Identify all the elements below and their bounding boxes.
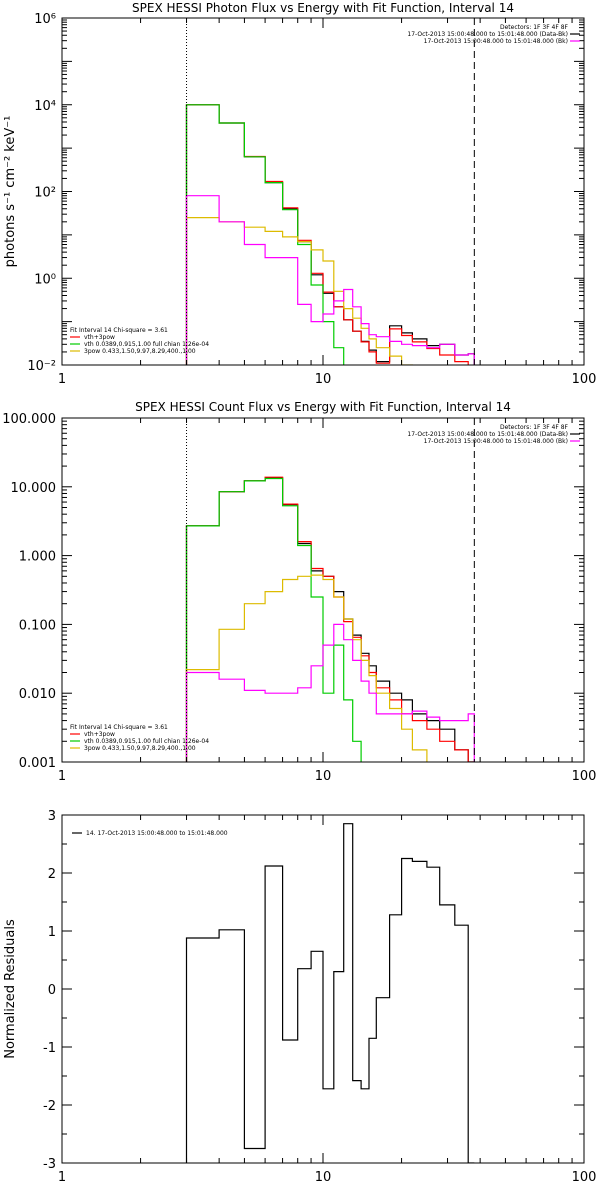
legend-text: Detectors: 1F 3F 4F 8F [500,424,569,431]
chart-title: SPEX HESSI Photon Flux vs Energy with Fi… [132,1,514,15]
y-tick-label: 1.000 [19,550,56,565]
chart-panel-2: SPEX HESSI Count Flux vs Energy with Fit… [2,400,596,1106]
y-tick-label: 1 [48,925,56,940]
x-tick-label: 1 [58,1170,66,1185]
y-tick-label: 3 [48,809,56,824]
chart-panel-3: 1 10 100 -3 -2 -1 0 1 2 3 Normalized Residuals 14. … [3,809,596,1185]
legend-text: vth 0.0389,0.915,1.00 full chian 1.26e-0… [84,341,209,348]
series-line-data-bk [187,105,475,365]
y-axis-label: photons s⁻¹ cm⁻² keV⁻¹ [3,116,18,268]
y-tick-label: 0.010 [19,687,56,702]
y-tick-label: 0 [48,983,56,998]
legend-text: 17-Oct-2013 15:00:48.000 to 15:01:48.000… [424,438,568,445]
legend-text: Fit Interval 14 Chi-square = 3.61 [70,327,168,334]
series-line-vth-3pow [187,105,475,367]
legend-text: Fit Interval 14 Chi-square = 3.61 [70,724,168,731]
chart-panel-1: SPEX HESSI Photon Flux vs Energy with Fi… [3,1,596,612]
series-group [187,824,475,1163]
series-line-14-17-oct-2013-15-00-48-000-to-15-01-48-000 [187,824,475,1163]
y-tick-label: 10⁰ [34,272,56,287]
x-tick-label: 100 [572,372,597,387]
legend-text: vth+3pow [84,731,115,738]
series-line-vth-3pow [187,477,475,762]
series-line-vth [187,479,475,1107]
legend-text: 17-Oct-2013 15:00:48.000 to 15:01:48.000… [407,31,568,38]
y-tick-label: 10⁴ [34,99,56,114]
y-tick-label: 10⁶ [34,12,56,27]
spex-figure: SPEX HESSI Photon Flux vs Energy with Fi… [0,0,600,1200]
x-tick-label: 1 [58,372,66,387]
y-tick-label: 0.100 [19,618,56,633]
legend-text: vth 0.0389,0.915,1.00 full chian 1.26e-0… [84,738,209,745]
series-group [187,105,475,612]
series-line-3pow [187,575,475,831]
y-tick-label: 100.000 [2,412,56,427]
legend-text: 14. 17-Oct-2013 15:00:48.000 to 15:01:48… [86,830,228,837]
legend-text: Detectors: 1F 3F 4F 8F [500,24,569,31]
x-tick-label: 10 [315,372,332,387]
y-tick-label: -1 [43,1041,56,1056]
series-line-data-bk [187,478,475,762]
y-tick-label: -2 [43,1099,56,1114]
legend-text: vth+3pow [84,334,115,341]
legend-text: 17-Oct-2013 15:00:48.000 to 15:01:48.000… [407,431,568,438]
legend-text: 3pow 0.433,1.50,9.97,8.29,400.,1.00 [84,745,196,752]
x-tick-label: 100 [572,769,597,784]
legend-text: 3pow 0.433,1.50,9.97,8.29,400.,1.00 [84,348,196,355]
series-group [187,477,475,1106]
y-tick-label: 0.001 [19,756,56,771]
x-tick-label: 10 [315,1170,332,1185]
chart-title: SPEX HESSI Count Flux vs Energy with Fit… [135,400,511,414]
y-axis-label: Normalized Residuals [3,919,18,1059]
x-tick-label: 10 [315,769,332,784]
series-line-vth [187,105,475,612]
y-tick-label: 10⁻² [27,359,56,374]
legend-text: 17-Oct-2013 15:00:48.000 to 15:01:48.000… [424,38,568,45]
y-tick-label: 10² [34,186,56,201]
x-tick-label: 100 [572,1170,597,1185]
series-line-bk [187,196,475,365]
y-tick-label: 10.000 [11,481,57,496]
y-tick-label: -3 [43,1157,56,1172]
x-tick-label: 1 [58,769,66,784]
plot-frame [62,418,584,762]
y-tick-label: 2 [48,867,56,882]
